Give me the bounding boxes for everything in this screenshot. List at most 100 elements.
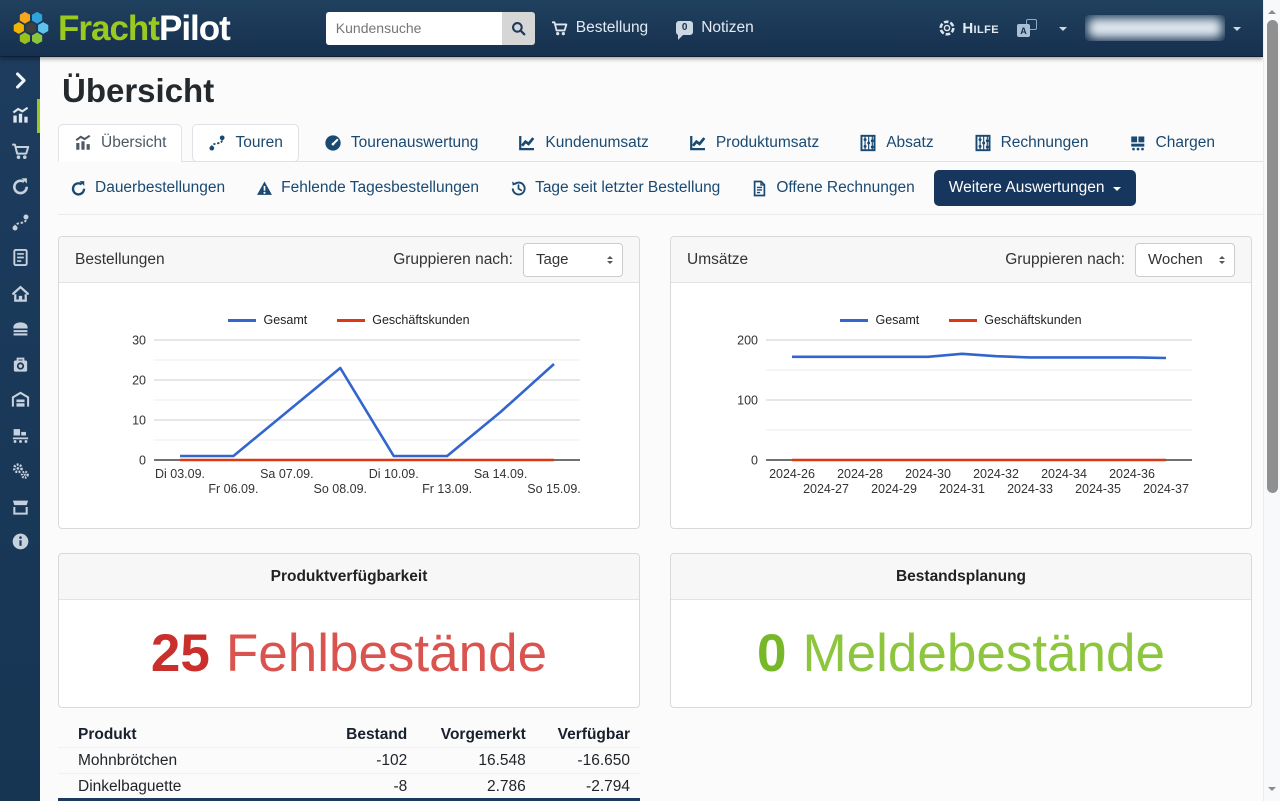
table-row[interactable]: Dinkelbaguette -8 2.786 -2.794 bbox=[58, 773, 640, 800]
action-label: Tage seit letzter Bestellung bbox=[535, 179, 721, 196]
warning-icon bbox=[256, 180, 273, 197]
chart-body: Gesamt Geschäftskunden 0 100 200 2024-26 2024-… bbox=[671, 283, 1251, 528]
action-label: Dauerbestellungen bbox=[95, 179, 226, 196]
tab-label: Produktumsatz bbox=[715, 134, 820, 151]
sidebar-item-chevron-right[interactable] bbox=[0, 66, 40, 94]
tab-rechnungen[interactable]: Rechnungen bbox=[959, 125, 1104, 161]
stat-body: 25 Fehlbestände bbox=[59, 600, 639, 707]
svg-text:0: 0 bbox=[139, 454, 146, 468]
group-by-value: Wochen bbox=[1148, 251, 1203, 268]
tab-kundenumsatz[interactable]: Kundenumsatz bbox=[503, 125, 663, 161]
scrollbar-thumb[interactable] bbox=[1267, 20, 1278, 493]
navbar-links: Bestellung 0 Notizen bbox=[551, 19, 754, 40]
tab-bersicht[interactable]: Übersicht bbox=[58, 124, 183, 162]
main-content: Übersicht Übersicht Touren Tourenauswertun… bbox=[40, 57, 1263, 801]
search-icon bbox=[511, 21, 526, 36]
caret-down-icon bbox=[1113, 186, 1122, 195]
sidebar-item-box[interactable] bbox=[0, 350, 40, 378]
tab-touren[interactable]: Touren bbox=[192, 124, 299, 162]
more-reports-button[interactable]: Weitere Auswertungen bbox=[933, 170, 1137, 206]
quick-actions-row: Dauerbestellungen Fehlende Tagesbestellun… bbox=[58, 162, 1263, 215]
search-button[interactable] bbox=[501, 11, 535, 45]
help-label: Hilfe bbox=[962, 19, 999, 37]
action-dauerbestellungen[interactable]: Dauerbestellungen bbox=[70, 179, 225, 197]
life-ring-icon bbox=[939, 20, 955, 36]
notes-link[interactable]: 0 Notizen bbox=[676, 19, 754, 40]
table-cell: 16.548 bbox=[478, 751, 526, 769]
bar-chart-icon bbox=[11, 106, 30, 125]
bestandsplanung-card: Bestandsplanung 0 Meldebestände bbox=[670, 553, 1252, 708]
table-cell: Mohnbrötchen bbox=[78, 751, 178, 769]
line-chart-icon bbox=[689, 134, 707, 152]
sidebar-item-refresh[interactable] bbox=[0, 173, 40, 201]
group-by-select[interactable]: Tage bbox=[523, 242, 623, 277]
chart-legend: Gesamt Geschäftskunden bbox=[671, 313, 1251, 327]
table-row[interactable]: Mohnbrötchen -102 16.548 -16.650 bbox=[58, 747, 640, 774]
sidebar-item-warehouse[interactable] bbox=[0, 386, 40, 414]
tab-absatz[interactable]: Absatz bbox=[844, 125, 948, 161]
produktverf-gbarkeit-card: Produktverfügbarkeit 25 Fehlbestände bbox=[58, 553, 640, 708]
svg-text:200: 200 bbox=[737, 334, 758, 348]
sidebar-item-route[interactable] bbox=[0, 208, 40, 236]
route-icon bbox=[208, 134, 226, 152]
sidebar-item-invoice[interactable] bbox=[0, 244, 40, 272]
sidebar-item-home[interactable] bbox=[0, 279, 40, 307]
card-title: Produktverfügbarkeit bbox=[270, 567, 428, 585]
bar-chart-icon bbox=[74, 134, 92, 152]
table-cell: -2.794 bbox=[586, 777, 630, 795]
action-fehlende-tagesbestellungen[interactable]: Fehlende Tagesbestellungen bbox=[256, 179, 479, 197]
svg-text:2024-36: 2024-36 bbox=[1109, 467, 1155, 481]
column-header: Produkt bbox=[78, 725, 137, 743]
svg-text:0: 0 bbox=[751, 454, 758, 468]
stat-value: 0 bbox=[757, 624, 787, 683]
notes-badge-icon: 0 bbox=[676, 21, 694, 40]
abacus-icon bbox=[974, 134, 992, 152]
brand-logo[interactable]: FrachtPilot bbox=[10, 7, 231, 49]
sidebar-item-cart[interactable] bbox=[0, 137, 40, 165]
brand-name: FrachtPilot bbox=[58, 8, 231, 48]
sidebar-item-bar-chart[interactable] bbox=[0, 98, 40, 133]
svg-text:10: 10 bbox=[132, 414, 146, 428]
svg-text:2024-31: 2024-31 bbox=[939, 482, 985, 496]
svg-text:Fr 13.09.: Fr 13.09. bbox=[422, 482, 472, 496]
column-header: Vorgemerkt bbox=[440, 725, 526, 743]
chart-legend: Gesamt Geschäftskunden bbox=[59, 313, 639, 327]
ums-tze-chart-card: Umsätze Gruppieren nach: Wochen Gesamt Gesch… bbox=[670, 236, 1252, 529]
abacus-icon bbox=[859, 134, 877, 152]
svg-text:2024-35: 2024-35 bbox=[1075, 482, 1121, 496]
sidebar-item-info[interactable] bbox=[0, 528, 40, 556]
user-menu[interactable] bbox=[1085, 15, 1241, 41]
tab-produktumsatz[interactable]: Produktumsatz bbox=[674, 125, 834, 161]
navbar-right: Hilfe A bbox=[939, 15, 1241, 41]
table-cell: Dinkelbaguette bbox=[78, 777, 182, 795]
help-link[interactable]: Hilfe bbox=[939, 20, 999, 37]
document-icon bbox=[751, 180, 768, 197]
language-selector[interactable]: A bbox=[1017, 19, 1041, 37]
svg-text:Di 10.09.: Di 10.09. bbox=[369, 467, 419, 481]
vertical-scrollbar[interactable] bbox=[1263, 0, 1280, 801]
sidebar-item-gears[interactable] bbox=[0, 457, 40, 485]
order-label: Bestellung bbox=[575, 19, 649, 36]
sidebar-item-store[interactable] bbox=[0, 492, 40, 520]
svg-text:30: 30 bbox=[132, 334, 146, 348]
group-by-select[interactable]: Wochen bbox=[1135, 242, 1235, 277]
group-by-label: Gruppieren nach: bbox=[1005, 250, 1125, 268]
legend-item: Geschäftskunden bbox=[337, 313, 470, 327]
sidebar-item-bread[interactable] bbox=[0, 315, 40, 343]
select-arrows-icon bbox=[1219, 253, 1225, 267]
card-title: Bestandsplanung bbox=[895, 567, 1027, 585]
speedometer-icon bbox=[324, 134, 342, 152]
svg-text:Sa 07.09.: Sa 07.09. bbox=[260, 467, 314, 481]
sidebar-item-conveyor[interactable] bbox=[0, 421, 40, 449]
scrollbar-up-arrow-icon[interactable] bbox=[1268, 6, 1276, 14]
invoice-icon bbox=[11, 248, 30, 267]
search-input[interactable] bbox=[325, 11, 502, 45]
order-link[interactable]: Bestellung bbox=[551, 19, 648, 37]
tab-chargen[interactable]: Chargen bbox=[1114, 125, 1230, 161]
produktverf-gbarkeit-column: Produktverfügbarkeit 25 Fehlbestände Produk… bbox=[58, 553, 640, 799]
action-tage-seit-letzter-bestellung[interactable]: Tage seit letzter Bestellung bbox=[510, 179, 720, 197]
action-offene-rechnungen[interactable]: Offene Rechnungen bbox=[751, 179, 915, 197]
scrollbar-down-arrow-icon[interactable] bbox=[1268, 787, 1276, 795]
action-label: Fehlende Tagesbestellungen bbox=[281, 179, 480, 196]
tab-tourenauswertung[interactable]: Tourenauswertung bbox=[309, 125, 494, 161]
